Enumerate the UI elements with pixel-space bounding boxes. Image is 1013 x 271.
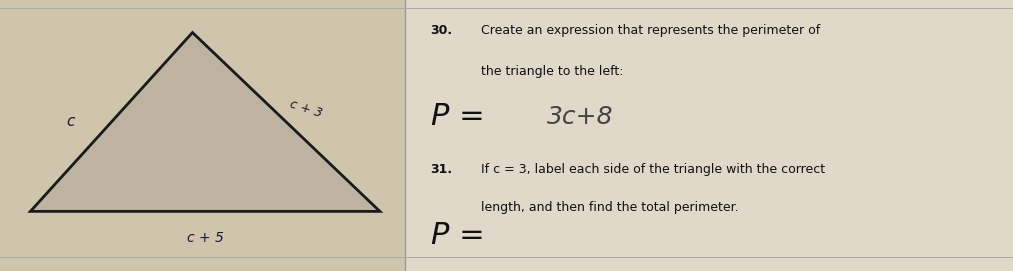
Bar <box>0 0 405 271</box>
Text: c: c <box>67 114 75 130</box>
Text: c + 5: c + 5 <box>186 231 224 246</box>
Text: 3c+8: 3c+8 <box>547 105 614 128</box>
Text: the triangle to the left:: the triangle to the left: <box>481 65 624 78</box>
Text: P =: P = <box>431 102 494 131</box>
Text: Create an expression that represents the perimeter of: Create an expression that represents the… <box>481 24 821 37</box>
Polygon shape <box>30 33 380 211</box>
Text: 30.: 30. <box>431 24 453 37</box>
Text: If c = 3, label each side of the triangle with the correct: If c = 3, label each side of the triangl… <box>481 163 826 176</box>
Bar <box>405 0 1013 271</box>
Text: 31.: 31. <box>431 163 453 176</box>
Text: length, and then find the total perimeter.: length, and then find the total perimete… <box>481 201 738 214</box>
Text: c + 3: c + 3 <box>289 97 324 120</box>
Text: P =: P = <box>431 221 484 250</box>
